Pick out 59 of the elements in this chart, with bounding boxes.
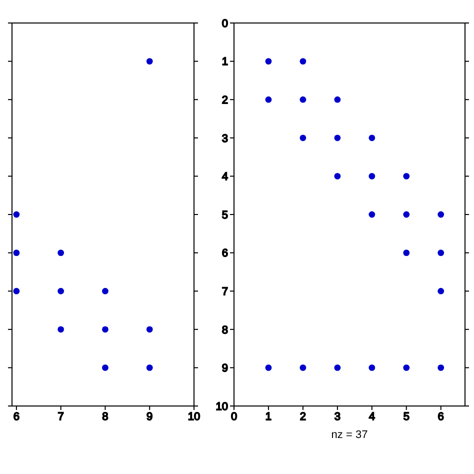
y-tick-label: 9 <box>222 362 228 375</box>
point <box>300 364 306 371</box>
point <box>438 250 444 256</box>
y-tick-label: 0 <box>222 18 228 30</box>
x-tick-label: 6 <box>13 410 20 423</box>
point <box>403 250 410 256</box>
x-tick-label: 1 <box>265 410 272 423</box>
x-tick-label: 10 <box>188 410 200 423</box>
y-tick-label: 6 <box>222 248 228 260</box>
point <box>13 288 20 294</box>
y-tick-label: 4 <box>222 171 228 184</box>
point <box>102 326 108 333</box>
point <box>334 96 341 103</box>
point <box>334 364 341 371</box>
point <box>403 173 410 180</box>
point <box>146 326 153 333</box>
point <box>13 250 20 256</box>
x-tick-label: 0 <box>230 410 238 423</box>
point <box>368 211 376 218</box>
x-tick-label: 9 <box>146 410 153 423</box>
y-tick-label: 10 <box>216 400 228 413</box>
y-tick-label: 2 <box>222 94 228 107</box>
point <box>146 58 153 64</box>
point <box>334 134 341 142</box>
x-tick-label: 3 <box>334 410 340 423</box>
point <box>334 173 341 180</box>
x-tick-label: 4 <box>368 410 375 423</box>
x-tick-label: 6 <box>438 410 444 423</box>
point <box>368 173 376 180</box>
point <box>146 364 153 371</box>
point <box>13 211 20 218</box>
point <box>403 364 410 371</box>
x-tick-label: 8 <box>102 410 108 423</box>
x-tick-label: 2 <box>300 410 306 423</box>
point <box>300 134 306 142</box>
y-tick-label: 5 <box>222 209 228 222</box>
x-axis-title: nz = 37 <box>331 428 368 441</box>
point <box>58 326 64 333</box>
point <box>438 364 444 371</box>
y-tick-label: 7 <box>222 286 228 298</box>
point <box>58 288 64 294</box>
point <box>102 364 108 371</box>
x-tick-label: 5 <box>403 410 410 423</box>
point <box>438 288 444 294</box>
point <box>58 250 64 256</box>
y-tick-label: 3 <box>222 132 228 145</box>
y-tick-label: 8 <box>222 324 228 336</box>
point <box>102 288 108 294</box>
point <box>265 58 272 64</box>
point <box>265 96 272 103</box>
y-tick-label: 1 <box>222 56 228 68</box>
point <box>403 211 410 218</box>
point <box>368 134 376 142</box>
point <box>300 96 306 103</box>
x-tick-label: 7 <box>58 410 64 423</box>
point <box>368 364 376 371</box>
point <box>438 211 444 218</box>
point <box>300 58 306 64</box>
point <box>265 364 272 371</box>
